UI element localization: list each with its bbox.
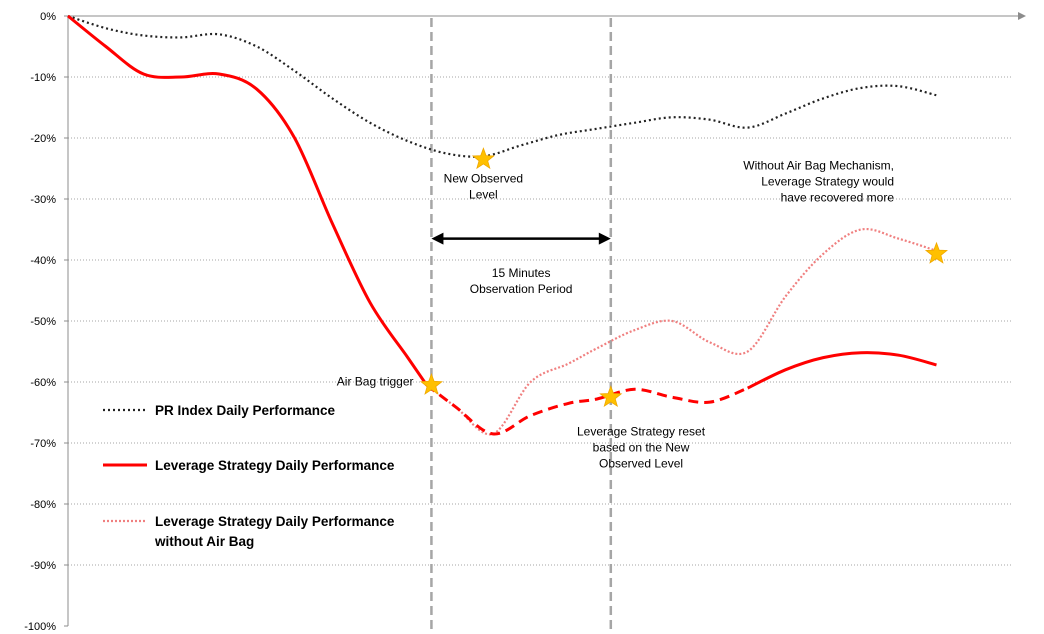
star-marker xyxy=(419,372,443,395)
legend-label-line: Leverage Strategy Daily Performance xyxy=(155,514,395,529)
annotation-line: Observation Period xyxy=(470,282,573,296)
star-marker xyxy=(599,385,623,408)
star-markers xyxy=(419,147,948,408)
observation-period-arrow xyxy=(431,232,611,245)
star-marker xyxy=(924,241,948,264)
legend-label-line: Leverage Strategy Daily Performance xyxy=(155,458,395,473)
vertical-markers xyxy=(430,18,613,634)
y-tick-labels: 0% -10% -20% -30% -40% -50% -60% -70% -80% -90% -1… xyxy=(24,11,56,633)
series-leverage-solid-line-end xyxy=(747,351,937,390)
y-tick-label: -70% xyxy=(30,438,56,450)
y-tick-label: -100% xyxy=(24,621,56,633)
annotation-line: Without Air Bag Mechanism, xyxy=(743,159,894,173)
gridlines xyxy=(68,76,1012,566)
x-axis-arrowhead xyxy=(1018,12,1026,20)
arrow-head-right xyxy=(598,232,611,245)
y-tick-label: -50% xyxy=(30,316,56,328)
y-tick-label: -20% xyxy=(30,133,56,145)
annotation-line: Level xyxy=(469,188,498,202)
series-pr-index-line xyxy=(67,14,937,158)
annotation-text: 15 Minutes Observation Period xyxy=(470,266,573,296)
y-tick-label: -90% xyxy=(30,560,56,572)
annotation-text: Leverage Strategy reset based on the New O… xyxy=(577,425,706,471)
legend-label-line: PR Index Daily Performance xyxy=(155,403,336,418)
annotation-text: New Observed Level xyxy=(444,172,523,202)
y-tick-label: -80% xyxy=(30,499,56,511)
annotations: New Observed Level 15 Minutes Observation P… xyxy=(337,159,895,471)
annotation-line: Observed Level xyxy=(599,457,683,471)
y-tick-label: 0% xyxy=(40,11,56,23)
annotation-line: Leverage Strategy reset xyxy=(577,425,706,439)
legend-label: Leverage Strategy Daily Performance witho… xyxy=(154,514,395,549)
y-tick-label: -10% xyxy=(30,72,56,84)
star-marker xyxy=(471,147,495,170)
annotation-text: Without Air Bag Mechanism, Leverage Strat… xyxy=(743,159,894,205)
series-lines xyxy=(67,14,937,436)
arrow-head-left xyxy=(431,232,444,245)
annotation-text: Air Bag trigger xyxy=(337,375,414,389)
annotation-line: based on the New xyxy=(593,441,690,455)
legend-label: PR Index Daily Performance xyxy=(155,403,336,418)
legend-label: Leverage Strategy Daily Performance xyxy=(155,458,395,473)
series-leverage-solid-line xyxy=(67,14,428,386)
annotation-line: 15 Minutes xyxy=(492,266,551,280)
annotation-line: Air Bag trigger xyxy=(337,375,414,389)
series-without-airbag-line xyxy=(426,227,937,436)
annotation-line: New Observed xyxy=(444,172,523,186)
annotation-line: have recovered more xyxy=(781,191,895,205)
legend: PR Index Daily Performance Leverage Strat… xyxy=(103,403,395,549)
axes xyxy=(64,12,1026,627)
y-tick-label: -60% xyxy=(30,377,56,389)
y-tick-label: -40% xyxy=(30,255,56,267)
annotation-line: Leverage Strategy would xyxy=(761,175,894,189)
legend-label-line: without Air Bag xyxy=(154,534,254,549)
y-tick-label: -30% xyxy=(30,194,56,206)
series-leverage-dashed-line xyxy=(425,383,749,436)
